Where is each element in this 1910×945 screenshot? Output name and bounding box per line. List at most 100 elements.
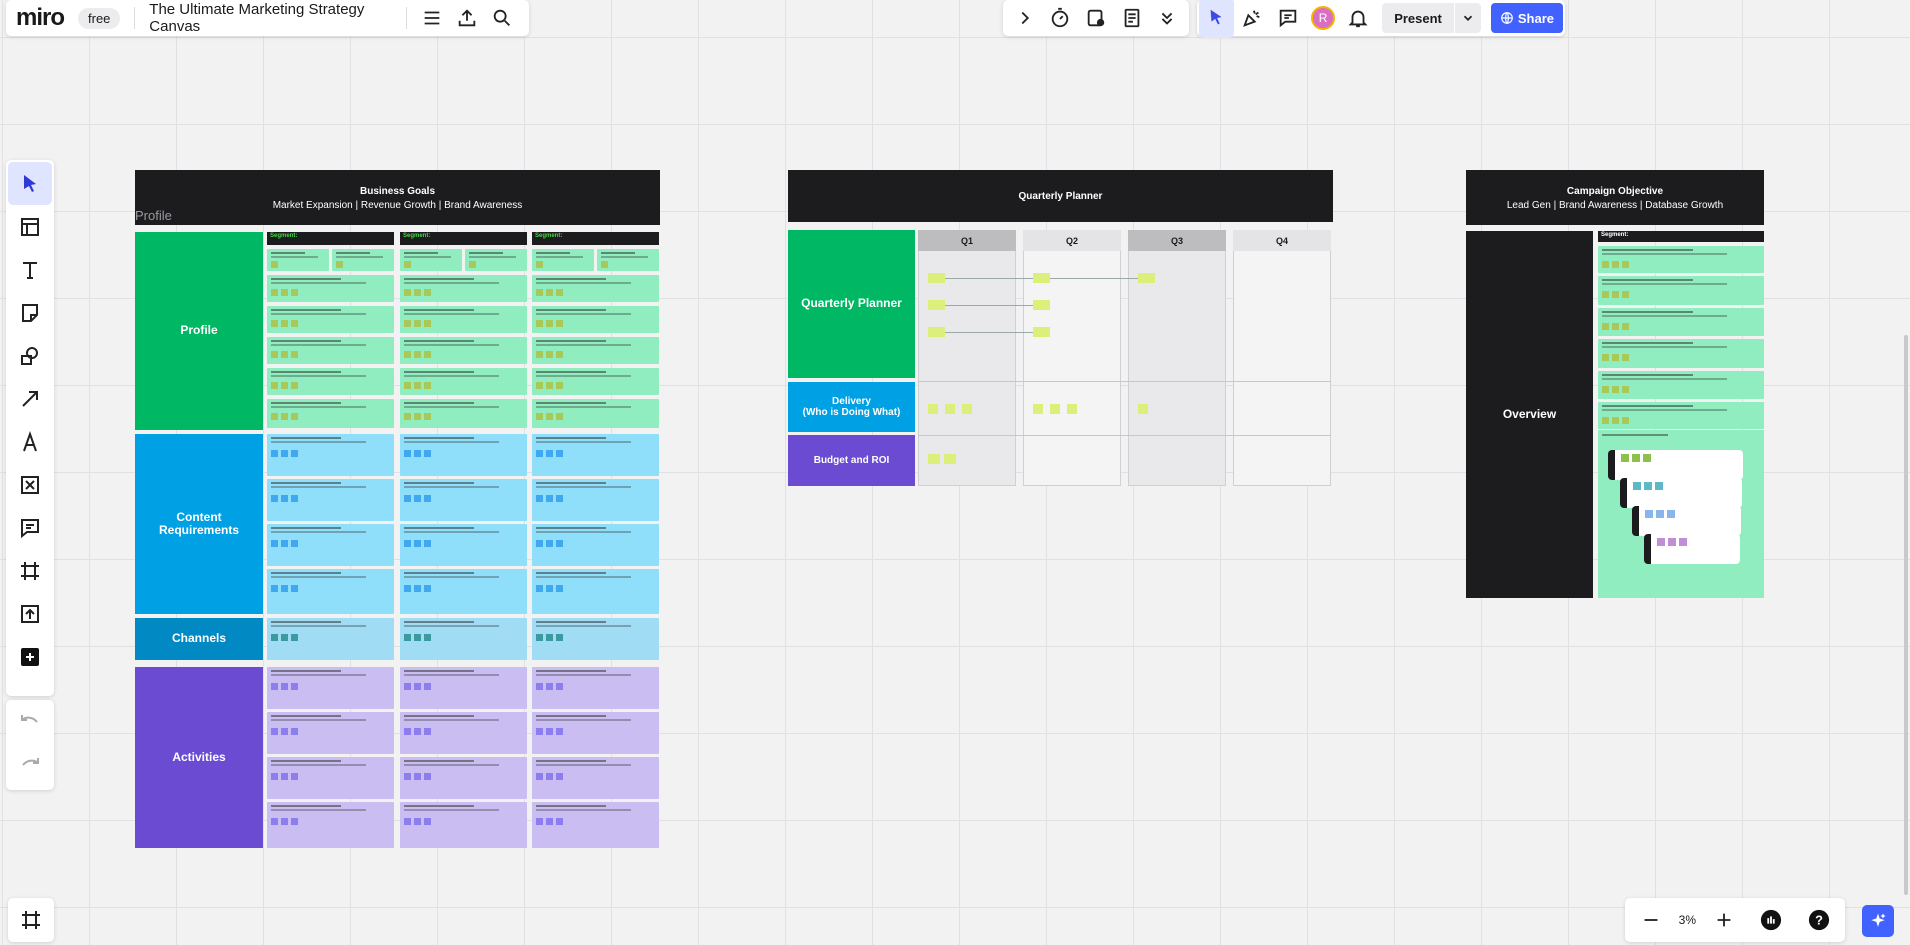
expand-tools-button[interactable]	[1007, 0, 1043, 38]
shapes-tool[interactable]	[8, 334, 52, 377]
canvas-cell[interactable]	[267, 399, 394, 428]
canvas-cell[interactable]	[267, 757, 394, 799]
present-button[interactable]: Present	[1394, 10, 1442, 26]
ai-assist-button[interactable]	[1862, 905, 1894, 937]
canvas-cell[interactable]	[532, 337, 659, 364]
canvas-cell[interactable]	[532, 306, 659, 333]
profile-field[interactable]	[400, 249, 462, 271]
canvas-cell[interactable]	[532, 368, 659, 395]
zoom-level[interactable]: 3%	[1678, 913, 1696, 927]
share-button[interactable]: Share	[1490, 3, 1564, 33]
profile-field[interactable]	[332, 249, 394, 271]
canvas-cell[interactable]	[267, 802, 394, 848]
canvas-cell[interactable]	[267, 712, 394, 754]
help-button[interactable]: ?	[1799, 900, 1839, 940]
canvas-cell[interactable]	[532, 399, 659, 428]
crop-frame-tool[interactable]	[8, 549, 52, 592]
canvas-cell[interactable]	[400, 802, 527, 848]
canvas-scrollbar[interactable]	[1904, 335, 1908, 895]
activity-button[interactable]	[1078, 0, 1114, 38]
more-apps-tool[interactable]	[8, 635, 52, 678]
upload-tool[interactable]	[8, 592, 52, 635]
objective-field[interactable]	[1598, 402, 1764, 429]
profile-field[interactable]	[465, 249, 527, 271]
pen-tool[interactable]	[8, 420, 52, 463]
objective-field[interactable]	[1598, 339, 1764, 368]
funnel-step[interactable]	[1644, 534, 1740, 564]
canvas-cell[interactable]	[267, 479, 394, 521]
objective-field[interactable]	[1598, 308, 1764, 336]
miro-logo[interactable]: miro	[16, 4, 65, 31]
canvas-cell[interactable]	[267, 524, 394, 566]
select-tool[interactable]	[8, 162, 52, 205]
cursor-mode-button[interactable]	[1199, 0, 1235, 38]
profile-field[interactable]	[532, 249, 594, 271]
user-avatar[interactable]: R	[1305, 0, 1340, 38]
canvas-cell[interactable]	[532, 524, 659, 566]
plan-badge[interactable]: free	[78, 7, 121, 29]
canvas-cell[interactable]	[400, 524, 527, 566]
canvas-cell[interactable]	[267, 337, 394, 364]
canvas-cell[interactable]	[532, 275, 659, 302]
timeline-sticky[interactable]	[928, 327, 945, 337]
objective-field[interactable]	[1598, 276, 1764, 305]
zoom-out-button[interactable]	[1631, 900, 1671, 940]
funnel-step[interactable]	[1632, 506, 1741, 536]
canvas-cell[interactable]	[400, 667, 527, 709]
more-tools-button[interactable]	[1149, 0, 1185, 38]
text-tool[interactable]	[8, 248, 52, 291]
objective-field[interactable]	[1598, 371, 1764, 399]
sticky-note-tool[interactable]	[8, 291, 52, 334]
reactions-button[interactable]	[1234, 0, 1269, 38]
profile-field[interactable]	[597, 249, 659, 271]
canvas-cell[interactable]	[400, 306, 527, 333]
canvas-cell[interactable]	[532, 667, 659, 709]
connection-line-tool[interactable]	[8, 377, 52, 420]
budget-sticky[interactable]	[944, 454, 956, 464]
canvas-cell[interactable]	[267, 306, 394, 333]
timer-button[interactable]	[1043, 0, 1079, 38]
search-button[interactable]	[484, 0, 519, 38]
canvas-cell[interactable]	[267, 434, 394, 476]
canvas-cell[interactable]	[400, 757, 527, 799]
hand-tool-button[interactable]	[1751, 900, 1791, 940]
delivery-sticky[interactable]	[1033, 404, 1043, 414]
canvas-cell[interactable]	[267, 368, 394, 395]
canvas-cell[interactable]	[400, 618, 527, 660]
canvas-cell[interactable]	[532, 569, 659, 614]
delivery-sticky[interactable]	[1067, 404, 1077, 414]
canvas-cell[interactable]	[532, 479, 659, 521]
present-options-button[interactable]	[1455, 11, 1481, 25]
timeline-sticky[interactable]	[928, 300, 945, 310]
canvas-cell[interactable]	[532, 434, 659, 476]
canvas-cell[interactable]	[400, 479, 527, 521]
canvas-cell[interactable]	[532, 757, 659, 799]
profile-field[interactable]	[267, 249, 329, 271]
frames-panel-button[interactable]	[8, 898, 54, 942]
main-menu-button[interactable]	[415, 0, 450, 38]
zoom-in-button[interactable]	[1704, 900, 1744, 940]
comments-button[interactable]	[1270, 0, 1305, 38]
frame-tool[interactable]	[8, 463, 52, 506]
funnel-step[interactable]	[1620, 478, 1742, 508]
objective-field[interactable]	[1598, 246, 1764, 273]
canvas-cell[interactable]	[267, 618, 394, 660]
notes-button[interactable]	[1114, 0, 1150, 38]
quarterly-planner-frame[interactable]: Quarterly Planner Q1 Q2 Q3 Q4 Quarterly …	[788, 170, 1333, 486]
timeline-sticky[interactable]	[1138, 273, 1155, 283]
delivery-sticky[interactable]	[1050, 404, 1060, 414]
canvas-cell[interactable]	[532, 802, 659, 848]
board-title[interactable]: The Ultimate Marketing Strategy Canvas	[149, 1, 365, 35]
funnel-step[interactable]	[1608, 450, 1743, 480]
canvas-cell[interactable]	[400, 712, 527, 754]
campaign-objective-frame[interactable]: Campaign Objective Lead Gen | Brand Awar…	[1466, 170, 1764, 598]
canvas-cell[interactable]	[400, 434, 527, 476]
delivery-sticky[interactable]	[1138, 404, 1148, 414]
redo-button[interactable]	[8, 745, 52, 788]
canvas-cell[interactable]	[532, 618, 659, 660]
canvas-cell[interactable]	[267, 667, 394, 709]
undo-button[interactable]	[8, 702, 52, 745]
export-button[interactable]	[450, 0, 485, 38]
timeline-sticky[interactable]	[1033, 273, 1050, 283]
canvas-cell[interactable]	[400, 368, 527, 395]
